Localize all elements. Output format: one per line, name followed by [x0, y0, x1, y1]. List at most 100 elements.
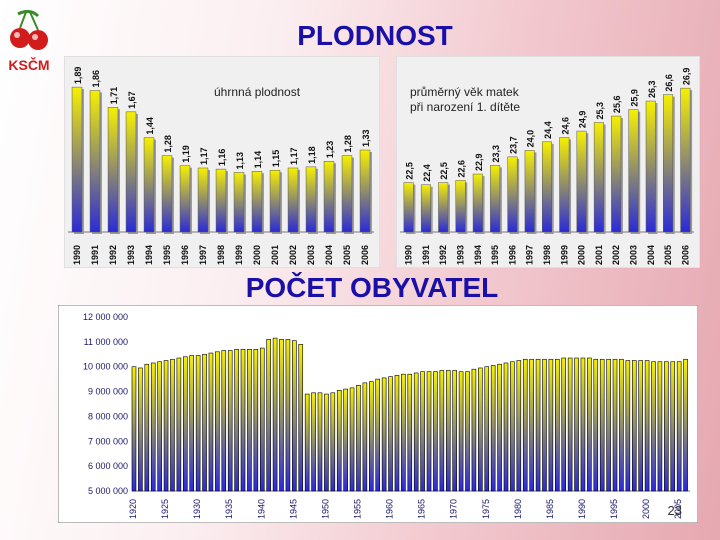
bar	[645, 100, 656, 233]
bar	[484, 366, 490, 492]
bar	[638, 360, 643, 492]
bar	[524, 150, 535, 233]
bar	[287, 167, 299, 233]
bar-value-label: 1,17	[199, 147, 209, 165]
page-number: 23	[667, 503, 682, 518]
bar	[221, 350, 227, 492]
bar-value-label: 1,16	[217, 149, 227, 167]
fertility-chart: úhrnná plodnost 1,89 1990 1,86 1991 1,71 1992 1…	[64, 56, 380, 268]
x-tick-label: 1930	[192, 499, 202, 519]
x-tick-label: 2002	[611, 245, 621, 265]
bar	[144, 363, 150, 492]
bar	[208, 352, 214, 492]
bar	[323, 160, 335, 233]
x-tick-label: 1970	[449, 499, 459, 519]
bar-value-label: 26,3	[647, 80, 657, 98]
bar	[240, 349, 246, 492]
bar	[197, 167, 209, 233]
x-tick-label: 1960	[385, 499, 395, 519]
bar	[170, 358, 175, 492]
bar	[535, 358, 541, 492]
x-tick-label: 2006	[680, 245, 690, 265]
bar-value-label: 24,9	[578, 111, 588, 129]
x-tick-label: 1955	[352, 499, 362, 519]
x-tick-label: 1995	[609, 499, 619, 519]
bar-value-label: 1,17	[289, 147, 299, 165]
bar	[683, 358, 688, 492]
bar	[269, 169, 281, 233]
bar	[150, 362, 156, 492]
bar	[304, 393, 310, 492]
bar	[593, 122, 604, 233]
x-tick-label: 1996	[507, 245, 517, 265]
x-tick-label: 2004	[324, 245, 334, 265]
bar	[336, 390, 342, 492]
x-tick-label: 1980	[513, 499, 523, 519]
bar-value-label: 22,4	[422, 164, 432, 182]
x-tick-label: 1920	[128, 499, 138, 519]
bar-value-label: 1,28	[343, 135, 353, 153]
bar	[388, 376, 393, 492]
bar-value-label: 1,44	[145, 117, 155, 135]
x-tick-label: 1945	[288, 499, 298, 519]
bar	[522, 358, 528, 492]
bar	[619, 358, 624, 492]
bar	[215, 351, 220, 492]
bar	[631, 360, 637, 492]
bar	[574, 357, 579, 492]
chart-title: úhrnná plodnost	[214, 85, 301, 99]
x-tick-label: 1935	[224, 499, 234, 519]
x-tick-label: 1990	[404, 245, 414, 265]
bar	[247, 349, 252, 492]
bar	[359, 149, 371, 233]
bar	[202, 353, 207, 492]
bar-value-label: 1,28	[163, 135, 173, 153]
x-tick-label: 1991	[90, 245, 100, 265]
bar	[161, 155, 173, 233]
bar	[349, 387, 355, 492]
bar	[426, 371, 432, 492]
bar	[107, 107, 119, 233]
bar	[131, 366, 137, 492]
bar	[259, 347, 265, 492]
bar-value-label: 1,13	[235, 152, 245, 170]
x-tick-label: 1992	[438, 245, 448, 265]
bar	[89, 90, 101, 233]
x-tick-label: 2003	[628, 245, 638, 265]
y-tick-label: 6 000 000	[88, 461, 128, 471]
bar	[71, 86, 83, 233]
bar-value-label: 1,89	[73, 67, 83, 85]
bar	[657, 361, 663, 492]
bar	[317, 392, 323, 492]
y-tick-label: 5 000 000	[88, 486, 128, 496]
bar	[234, 349, 239, 492]
bar	[542, 358, 547, 492]
bar-value-label: 1,15	[271, 150, 281, 168]
bar	[163, 360, 169, 492]
bar-value-label: 1,33	[361, 129, 371, 147]
x-tick-label: 1985	[545, 499, 555, 519]
bar	[407, 373, 413, 492]
bar-value-label: 23,7	[508, 136, 518, 154]
x-tick-label: 2001	[594, 245, 604, 265]
bar	[503, 362, 509, 492]
y-tick-label: 10 000 000	[83, 362, 128, 372]
bar-value-label: 1,67	[127, 91, 137, 109]
x-tick-label: 1995	[162, 245, 172, 265]
bar	[439, 370, 445, 492]
bar	[587, 357, 592, 492]
bar	[625, 360, 631, 492]
bar	[251, 171, 263, 233]
bar-value-label: 22,5	[405, 162, 415, 180]
bar	[298, 344, 304, 492]
bar-value-label: 1,14	[253, 151, 263, 169]
x-tick-label: 1925	[160, 499, 170, 519]
bar	[680, 87, 691, 233]
bar	[381, 377, 387, 492]
x-tick-label: 1997	[198, 245, 208, 265]
x-tick-label: 1975	[481, 499, 491, 519]
bar	[227, 350, 233, 492]
x-tick-label: 1940	[256, 499, 266, 519]
bar	[567, 357, 573, 492]
